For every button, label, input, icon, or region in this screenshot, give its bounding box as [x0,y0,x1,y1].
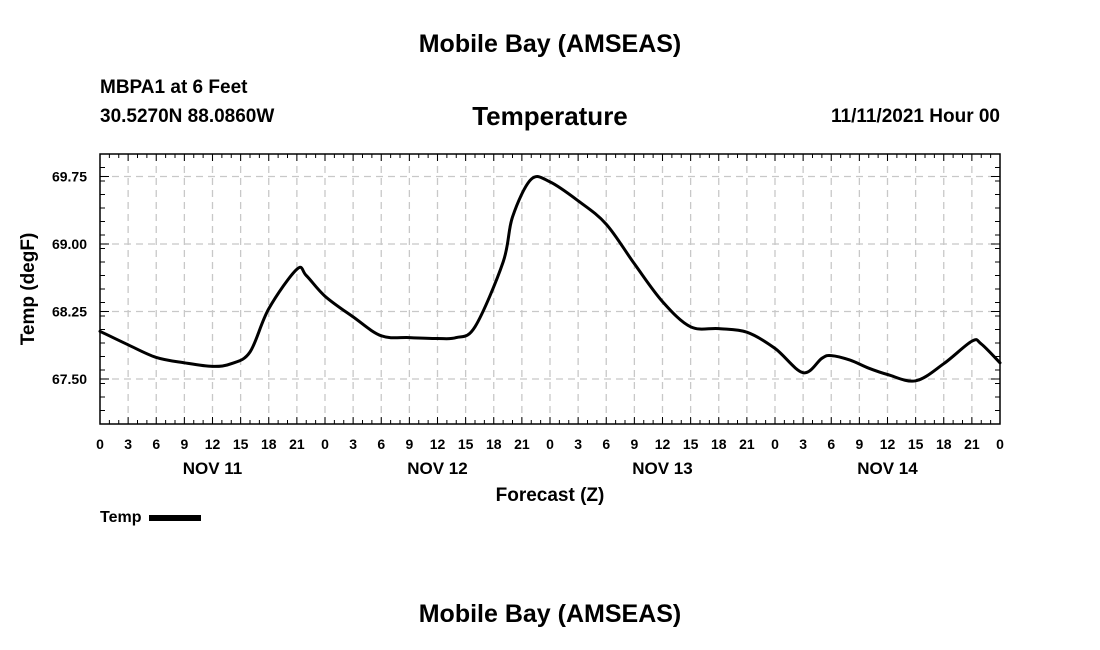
x-tick-label: 6 [602,436,610,452]
x-tick-label: 18 [936,436,952,452]
grid-lines [100,154,1000,424]
x-tick-label: 0 [96,436,104,452]
x-tick-label: 0 [996,436,1004,452]
legend: Temp [100,509,202,527]
x-tick-label: 6 [152,436,160,452]
main-title: Mobile Bay (AMSEAS) [418,30,682,58]
x-tick-label: 12 [430,436,446,452]
x-tick-label: 3 [349,436,357,452]
x-tick-label: 21 [739,436,755,452]
y-tick-label: 68.25 [52,304,87,320]
x-tick-label: 3 [124,436,132,452]
y-axis-title: Temp (degF) [18,233,39,346]
axis-labels: 0 3 6 9 12 15 18 21 0 3 6 9 12 15 18 21 0 3 6 9 12 15 18 21 0 3 6 9… [18,169,1004,507]
y-tick-label: 69.00 [52,236,87,252]
x-tick-label: 18 [486,436,502,452]
y-tick-label: 67.50 [52,371,87,387]
x-tick-label: 0 [546,436,554,452]
x-tick-label: 9 [180,436,188,452]
x-tick-label: 0 [771,436,779,452]
chart-title: Temperature [472,101,628,131]
x-tick-label: 9 [405,436,413,452]
legend-label-temp: Temp [100,509,142,526]
x-tick-label: 9 [630,436,638,452]
legend-swatch-temp [149,515,202,521]
day-label: NOV 13 [632,459,692,478]
x-tick-label: 21 [514,436,530,452]
x-tick-label: 15 [233,436,249,452]
station-label: MBPA1 at 6 Feet [100,77,248,98]
temp-series-line [98,175,1002,383]
x-tick-label: 12 [205,436,221,452]
y-tick-label: 69.75 [52,169,87,185]
x-tick-label: 21 [964,436,980,452]
x-tick-label: 15 [908,436,924,452]
day-label: NOV 12 [407,459,467,478]
x-axis-title: Forecast (Z) [496,485,605,506]
x-tick-label: 6 [377,436,385,452]
day-label: NOV 14 [857,459,918,478]
x-tick-label: 0 [321,436,329,452]
day-label: NOV 11 [183,459,243,478]
x-tick-label: 12 [880,436,896,452]
x-tick-label: 12 [655,436,671,452]
plot-frame [99,153,1001,425]
run-time: 11/11/2021 Hour 00 [830,106,1000,127]
x-tick-label: 9 [855,436,863,452]
station-coordinates: 30.5270N 88.0860W [100,106,275,127]
bottom-title: Mobile Bay (AMSEAS) [418,600,682,628]
x-tick-label: 3 [574,436,582,452]
x-tick-label: 18 [261,436,277,452]
x-tick-label: 15 [683,436,699,452]
x-tick-label: 18 [711,436,727,452]
x-tick-label: 6 [827,436,835,452]
x-tick-label: 3 [799,436,807,452]
x-tick-label: 21 [289,436,305,452]
x-tick-label: 15 [458,436,474,452]
